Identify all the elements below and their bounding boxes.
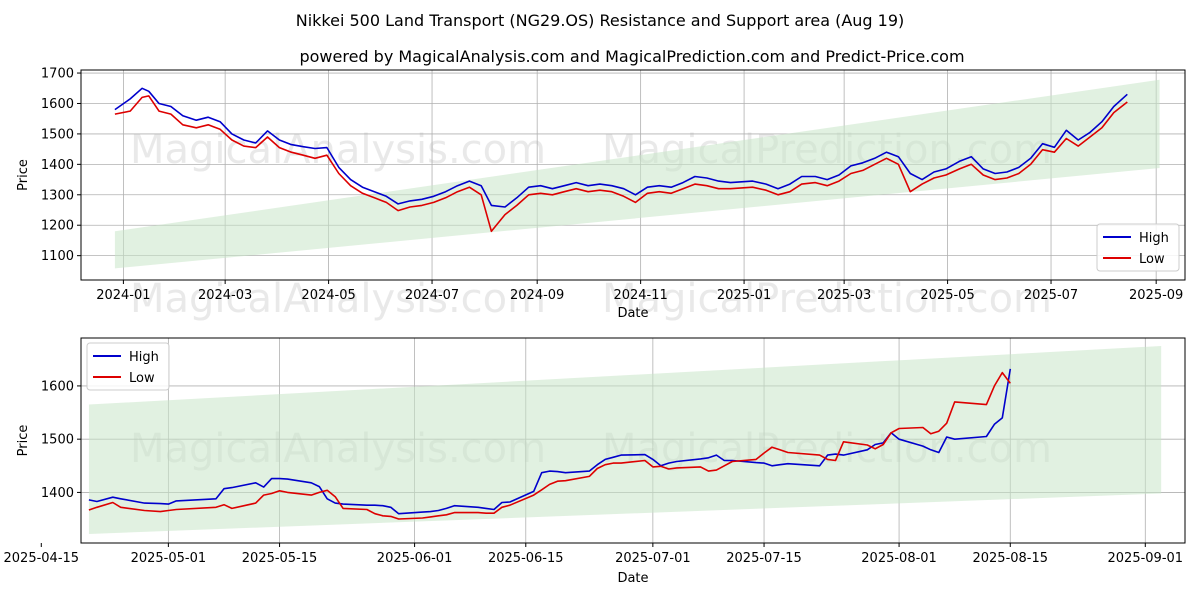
x-axis-label: Date <box>617 306 648 321</box>
legend-label-low: Low <box>1139 252 1165 267</box>
high-price-line <box>88 368 1012 515</box>
y-tick-label: 1700 <box>41 67 74 82</box>
legend: High Low <box>1096 223 1180 272</box>
plot-frame <box>80 337 1186 544</box>
watermark-analysis-mid: MagicalAnalysis.com <box>130 276 546 322</box>
x-tick-label: 2025-04-15 <box>4 551 80 566</box>
y-tick-label: 1500 <box>41 433 74 448</box>
x-tick-label: 2025-09 <box>1129 288 1183 303</box>
legend-label-high: High <box>1139 231 1169 246</box>
chart-title: Nikkei 500 Land Transport (NG29.OS) Resi… <box>296 11 905 30</box>
y-tick-label: 1200 <box>41 219 74 234</box>
x-tick-label: 2024-09 <box>510 288 564 303</box>
x-tick-label: 2024-07 <box>405 288 459 303</box>
y-tick-label: 1100 <box>41 249 74 264</box>
x-tick-label: 2025-05-01 <box>131 551 207 566</box>
x-tick-label: 2025-05 <box>920 288 974 303</box>
legend: High Low <box>86 342 170 391</box>
x-tick-label: 2025-06-01 <box>377 551 453 566</box>
x-tick-label: 2025-08-15 <box>972 551 1048 566</box>
x-tick-label: 2025-09-01 <box>1108 551 1184 566</box>
x-tick-label: 2025-07 <box>1024 288 1078 303</box>
watermark-prediction-mid: MagicalPrediction.com <box>602 276 1052 322</box>
high-price-line <box>114 87 1128 208</box>
low-price-line <box>88 371 1011 520</box>
x-tick-label: 2025-07-15 <box>726 551 802 566</box>
y-tick-label: 1300 <box>41 188 74 203</box>
x-axis-label: Date <box>617 571 648 586</box>
legend-label-high: High <box>129 350 159 365</box>
x-tick-label: 2025-06-15 <box>488 551 564 566</box>
legend-label-low: Low <box>129 371 155 386</box>
y-axis-label: Price <box>16 425 31 457</box>
x-tick-label: 2025-03 <box>817 288 871 303</box>
legend-box <box>1096 223 1180 272</box>
support-resistance-band <box>114 79 1160 269</box>
y-tick-label: 1600 <box>41 379 74 394</box>
x-tick-label: 2025-01 <box>717 288 771 303</box>
plot-frame <box>80 69 1186 281</box>
low-price-line <box>114 95 1128 233</box>
bottom-chart-panel: 2025-04-15 2025-05-01 2025-05-15 2025-06-01… <box>4 337 1186 586</box>
x-tick-label: 2024-03 <box>198 288 252 303</box>
y-tick-label: 1500 <box>41 127 74 142</box>
y-axis-label: Price <box>16 159 31 191</box>
x-tick-label: 2025-05-15 <box>242 551 318 566</box>
x-tick-label: 2025-07-01 <box>615 551 691 566</box>
y-tick-label: 1400 <box>41 158 74 173</box>
x-tick-label: 2024-01 <box>96 288 150 303</box>
legend-box <box>86 342 170 391</box>
x-tick-label: 2024-05 <box>301 288 355 303</box>
y-tick-label: 1400 <box>41 486 74 501</box>
top-chart-panel: 2024-01 2024-03 2024-05 2024-07 2024-09 2024-… <box>16 67 1186 321</box>
x-tick-label: 2024-11 <box>613 288 667 303</box>
y-tick-label: 1600 <box>41 97 74 112</box>
x-tick-label: 2025-08-01 <box>861 551 937 566</box>
support-resistance-band <box>88 345 1162 534</box>
chart-subtitle: powered by MagicalAnalysis.com and Magic… <box>299 47 964 66</box>
